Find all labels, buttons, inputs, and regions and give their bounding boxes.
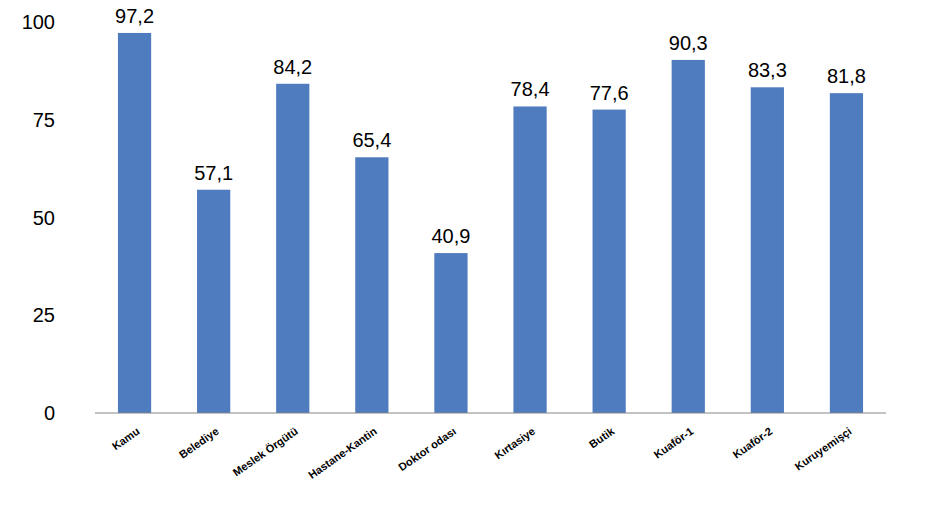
chart-container: 0 25 50 75 100 97,2 57,1 84,2 65,4 40,9 78,4 77,6 90… bbox=[0, 0, 939, 531]
bar bbox=[593, 110, 626, 413]
bar bbox=[434, 253, 467, 413]
bar bbox=[830, 93, 863, 413]
x-tick-label: Kuaför-1 bbox=[651, 425, 695, 461]
data-label: 97,2 bbox=[115, 5, 154, 27]
x-tick-label: Kırtasiye bbox=[492, 425, 537, 461]
y-axis-line bbox=[95, 22, 96, 413]
data-label: 81,8 bbox=[827, 65, 866, 87]
data-label: 40,9 bbox=[431, 225, 470, 247]
bar bbox=[513, 106, 546, 413]
data-label: 83,3 bbox=[748, 59, 787, 81]
x-axis-line bbox=[95, 413, 886, 414]
y-tick-label: 50 bbox=[33, 207, 55, 229]
bar bbox=[118, 33, 151, 413]
bar bbox=[276, 84, 309, 413]
x-tick-label: Kuruyemişçi bbox=[793, 425, 854, 473]
x-tick-label: Meslek Örgütü bbox=[230, 425, 299, 479]
data-label: 77,6 bbox=[590, 82, 629, 104]
bar bbox=[355, 157, 388, 413]
x-tick-label: Doktor odası bbox=[396, 425, 458, 473]
chart-svg: 0 25 50 75 100 97,2 57,1 84,2 65,4 40,9 78,4 77,6 90… bbox=[0, 0, 939, 531]
x-tick-label: Butik bbox=[587, 424, 617, 450]
x-tick-label: Kuaför-2 bbox=[731, 425, 775, 461]
data-label: 90,3 bbox=[669, 32, 708, 54]
y-tick-label: 0 bbox=[44, 402, 55, 424]
data-label: 65,4 bbox=[352, 129, 391, 151]
bars bbox=[118, 33, 863, 413]
bar bbox=[751, 87, 784, 413]
x-tick-label: Hastane-Kantin bbox=[306, 425, 379, 481]
y-tick-label: 75 bbox=[33, 109, 55, 131]
data-label: 57,1 bbox=[194, 162, 233, 184]
y-tick-label: 25 bbox=[33, 304, 55, 326]
data-label: 84,2 bbox=[273, 56, 312, 78]
y-tick-label: 100 bbox=[22, 11, 55, 33]
data-label: 78,4 bbox=[511, 78, 550, 100]
bar bbox=[672, 60, 705, 413]
x-tick-label: Kamu bbox=[110, 425, 142, 452]
bar bbox=[197, 190, 230, 413]
x-tick-label: Belediye bbox=[177, 425, 221, 461]
